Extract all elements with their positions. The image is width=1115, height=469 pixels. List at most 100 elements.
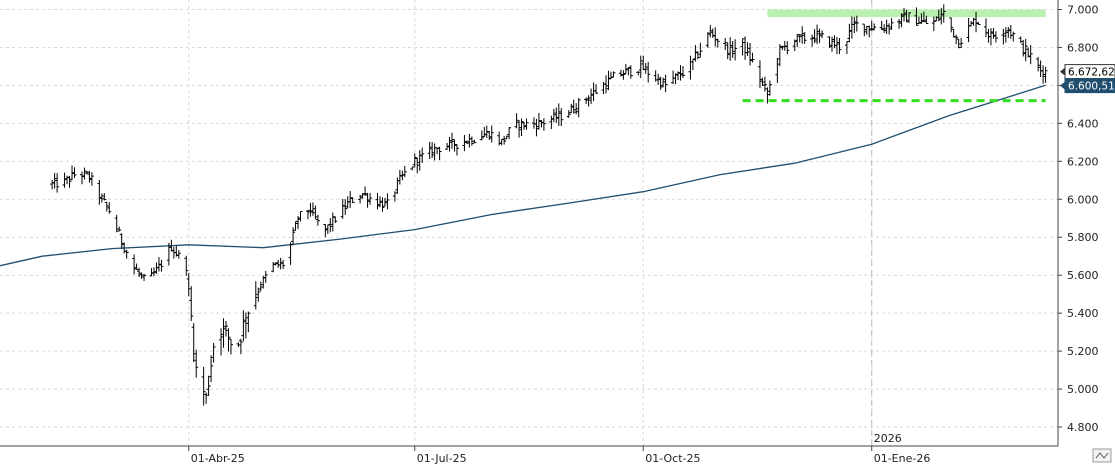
ohlc-bar: [534, 118, 539, 137]
y-tick-label: 5.400: [1067, 307, 1099, 320]
ohlc-bar: [89, 172, 94, 186]
ohlc-bar: [211, 343, 216, 363]
ohlc-bar: [482, 126, 487, 137]
ohlc-bar: [243, 312, 248, 339]
ohlc-bar: [815, 24, 820, 45]
ohlc-bar: [340, 199, 345, 219]
ohlc-bar: [969, 20, 974, 27]
ohlc-bar: [643, 62, 648, 74]
ohlc-bar: [445, 142, 450, 150]
ohlc-bar: [628, 65, 633, 79]
last-value-labels: 6.672,62 6.600,51: [1060, 64, 1115, 94]
ohlc-bar: [906, 12, 911, 23]
ohlc-bar: [464, 140, 469, 144]
ohlc-bar: [55, 173, 60, 193]
ohlc-bar: [345, 196, 350, 209]
ohlc-bar: [363, 186, 368, 196]
ohlc-bar: [524, 118, 529, 130]
ohlc-bar: [715, 38, 720, 48]
y-tick-label: 6.200: [1067, 155, 1099, 168]
ohlc-bar: [246, 311, 251, 333]
ohlc-bar: [1003, 27, 1008, 43]
ohlc-bar: [976, 22, 981, 26]
ohlc-bar: [382, 197, 387, 207]
ohlc-bar: [589, 88, 594, 104]
ohlc-bar: [936, 9, 941, 22]
ohlc-bar: [954, 34, 959, 45]
ohlc-bar: [271, 261, 276, 273]
ohlc-bar: [844, 41, 849, 55]
ohlc-bar: [767, 80, 772, 96]
ohlc-bar: [765, 87, 770, 104]
last-value-text: 6.600,51: [1068, 81, 1115, 93]
ohlc-bar: [626, 66, 631, 76]
ohlc-bar: [983, 18, 988, 38]
ohlc-bar: [174, 245, 179, 257]
ohlc-bar: [358, 194, 363, 204]
ohlc-bar: [447, 136, 452, 152]
ohlc-bar: [569, 103, 574, 114]
ohlc-bar: [882, 24, 887, 34]
ohlc-bar: [350, 197, 355, 204]
ohlc-bar: [502, 135, 507, 145]
price-bars-layer: [50, 4, 1048, 406]
ohlc-bar: [79, 171, 84, 185]
ohlc-bar: [427, 141, 432, 159]
ohlc-bar: [380, 197, 385, 212]
ohlc-bar: [392, 191, 397, 202]
ohlc-bar: [348, 191, 353, 208]
scale-toggle-icon[interactable]: [1092, 448, 1112, 463]
ohlc-bar: [517, 120, 522, 138]
ohlc-bar: [1018, 36, 1023, 44]
ohlc-bar: [1011, 31, 1016, 42]
ohlc-bar: [1006, 27, 1011, 38]
ohlc-bar: [554, 107, 559, 123]
ohlc-bar: [730, 41, 735, 58]
ohlc-bar: [420, 147, 425, 163]
ohlc-bar: [676, 71, 681, 81]
y-tick-label: 4.800: [1067, 421, 1099, 434]
ohlc-bar: [365, 192, 370, 208]
ohlc-bar: [360, 193, 365, 199]
ohlc-bar: [536, 112, 541, 130]
ohlc-bar: [748, 42, 753, 66]
ohlc-bar: [1038, 60, 1043, 78]
ohlc-bar: [795, 33, 800, 48]
ohlc-bar: [713, 27, 718, 47]
ohlc-bar: [956, 38, 961, 49]
ohlc-bar: [450, 132, 455, 149]
ohlc-bar: [797, 33, 802, 43]
x-tick-label: 01-Ene-26: [874, 452, 931, 465]
ohlc-bar: [1021, 39, 1026, 57]
ohlc-bar: [132, 254, 137, 275]
ohlc-bar: [1001, 28, 1006, 45]
ohlc-bar: [305, 209, 310, 220]
ohlc-bar: [897, 19, 902, 29]
ohlc-bar: [603, 75, 608, 94]
ohlc-bar: [176, 250, 181, 259]
ohlc-bar: [402, 165, 407, 178]
ohlc-bar: [740, 38, 745, 56]
ohlc-bar: [904, 9, 909, 23]
ohlc-bar: [867, 25, 872, 38]
ohlc-bar: [323, 223, 328, 238]
ohlc-bar: [889, 18, 894, 30]
ohlc-bar: [812, 29, 817, 44]
ohlc-bar: [253, 281, 258, 310]
ohlc-bar: [489, 125, 494, 143]
ohlc-bar: [462, 134, 467, 152]
ohlc-bar: [472, 139, 477, 144]
ohlc-bar: [219, 328, 224, 356]
ohlc-bar: [296, 216, 301, 229]
ohlc-bar: [273, 262, 278, 266]
ohlc-bar: [87, 170, 92, 183]
ohlc-bar: [224, 320, 229, 337]
axis-layer: 4.800 5.000 5.200 5.400 5.600 5.800 6.000 6.200…: [0, 0, 1099, 465]
ohlc-bar: [852, 16, 857, 33]
year-marker-label: 2026: [874, 432, 902, 445]
ohlc-bar: [184, 255, 189, 276]
last-value-label: 6.672,62: [1060, 64, 1115, 80]
ohlc-bar: [921, 11, 926, 23]
ohlc-bar: [437, 146, 442, 161]
